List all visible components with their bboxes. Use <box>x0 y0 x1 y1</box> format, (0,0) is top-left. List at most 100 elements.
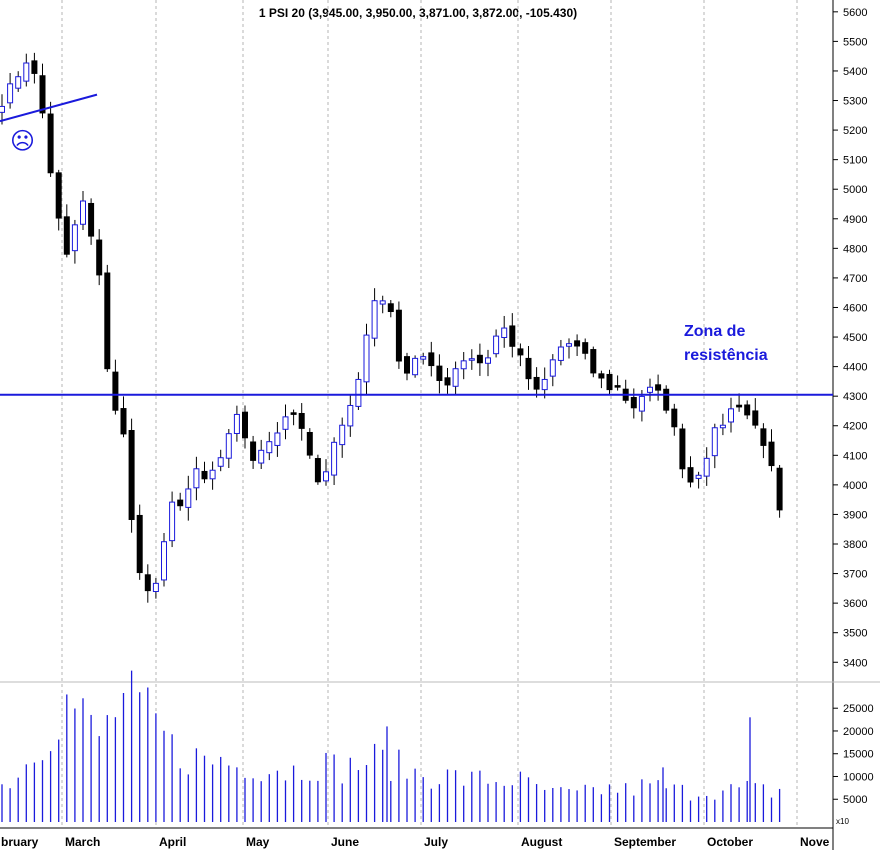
candle-down <box>39 75 46 114</box>
candle-up <box>7 83 14 104</box>
candle-down <box>590 349 597 374</box>
price-tick-label: 4800 <box>843 243 867 255</box>
candle-down <box>444 377 451 386</box>
candle-up <box>152 582 159 593</box>
candle-down <box>614 385 621 388</box>
candle-up <box>209 469 216 480</box>
candle-up <box>347 404 354 427</box>
price-tick-label: 3800 <box>843 539 867 551</box>
month-label: July <box>424 835 448 849</box>
candle-down <box>776 467 783 511</box>
volume-layer <box>1 670 781 822</box>
price-tick-label: 4000 <box>843 480 867 492</box>
month-label: March <box>65 835 100 849</box>
candle-up <box>339 424 346 446</box>
candle-down <box>574 340 581 347</box>
candles-layer <box>0 52 783 603</box>
candle-down <box>120 408 127 435</box>
candle-down <box>509 325 516 347</box>
candle-down <box>582 342 589 354</box>
month-label: May <box>246 835 270 849</box>
price-tick-label: 4100 <box>843 450 867 462</box>
candle-up <box>647 386 653 393</box>
candle-up <box>379 300 386 305</box>
candle-down <box>517 348 524 356</box>
candle-up <box>695 474 702 479</box>
candle-down <box>687 467 694 483</box>
price-tick-label: 5100 <box>843 155 867 167</box>
candle-down <box>655 384 662 391</box>
candle-up <box>274 432 281 446</box>
candle-down <box>136 514 143 574</box>
candle-down <box>752 410 759 426</box>
candle-up <box>549 359 556 377</box>
candle-down <box>88 202 95 237</box>
candle-down <box>760 428 767 446</box>
candle-up <box>638 395 645 412</box>
candle-up <box>412 357 419 376</box>
candle-up <box>355 378 362 407</box>
candle-up <box>233 413 240 434</box>
candle-up <box>566 343 572 347</box>
candle-up <box>541 378 548 391</box>
resistance-annotation: Zona de <box>684 323 745 340</box>
price-tick-label: 3700 <box>843 569 867 581</box>
candle-up <box>719 424 726 429</box>
price-tick-label: 3900 <box>843 509 867 521</box>
candle-up <box>501 327 508 339</box>
candle-up <box>282 416 289 430</box>
candle-up <box>169 501 176 542</box>
candle-up <box>71 224 78 252</box>
month-label: September <box>614 835 676 849</box>
month-label: Nove <box>800 835 830 849</box>
candle-down <box>96 239 103 276</box>
candle-down <box>55 172 62 219</box>
candle-up <box>80 200 86 225</box>
price-tick-label: 5000 <box>843 184 867 196</box>
price-tick-label: 5400 <box>843 66 867 78</box>
price-tick-label: 5500 <box>843 36 867 48</box>
candle-down <box>177 499 184 507</box>
candle-up <box>161 541 167 581</box>
candle-up <box>217 457 224 467</box>
candle-up <box>452 368 459 387</box>
candle-down <box>525 357 532 380</box>
candle-down <box>679 428 686 470</box>
candle-up <box>420 356 427 360</box>
candle-down <box>314 458 321 483</box>
price-tick-label: 4900 <box>843 214 867 226</box>
price-tick-label: 3600 <box>843 598 867 610</box>
price-tick-label: 5300 <box>843 96 867 108</box>
volume-scale-label: x10 <box>836 817 849 826</box>
candle-up <box>703 457 710 477</box>
candle-down <box>436 365 443 381</box>
candle-down <box>744 404 751 416</box>
price-tick-label: 4200 <box>843 421 867 433</box>
sad-face-icon: ☹ <box>10 127 35 155</box>
candle-down <box>598 373 605 379</box>
candle-up <box>331 441 338 476</box>
candle-up <box>493 335 500 355</box>
resistance-annotation: resistência <box>684 347 768 364</box>
candle-down <box>298 412 305 429</box>
trendline <box>0 93 98 123</box>
price-tick-label: 4400 <box>843 362 867 374</box>
candle-up <box>185 488 192 508</box>
candle-up <box>23 62 30 82</box>
candle-down <box>476 354 483 364</box>
month-label: August <box>521 835 562 849</box>
volume-tick-label: 25000 <box>843 703 874 715</box>
month-label: June <box>331 835 359 849</box>
month-label: April <box>159 835 186 849</box>
candle-down <box>533 376 540 390</box>
price-tick-label: 4700 <box>843 273 867 285</box>
candle-down <box>250 441 257 461</box>
candle-up <box>258 449 265 464</box>
price-tick-label: 5600 <box>843 7 867 19</box>
candle-down <box>404 356 410 374</box>
candle-up <box>225 433 232 459</box>
candle-up <box>15 76 22 89</box>
month-label: October <box>707 835 753 849</box>
candle-up <box>193 468 200 489</box>
